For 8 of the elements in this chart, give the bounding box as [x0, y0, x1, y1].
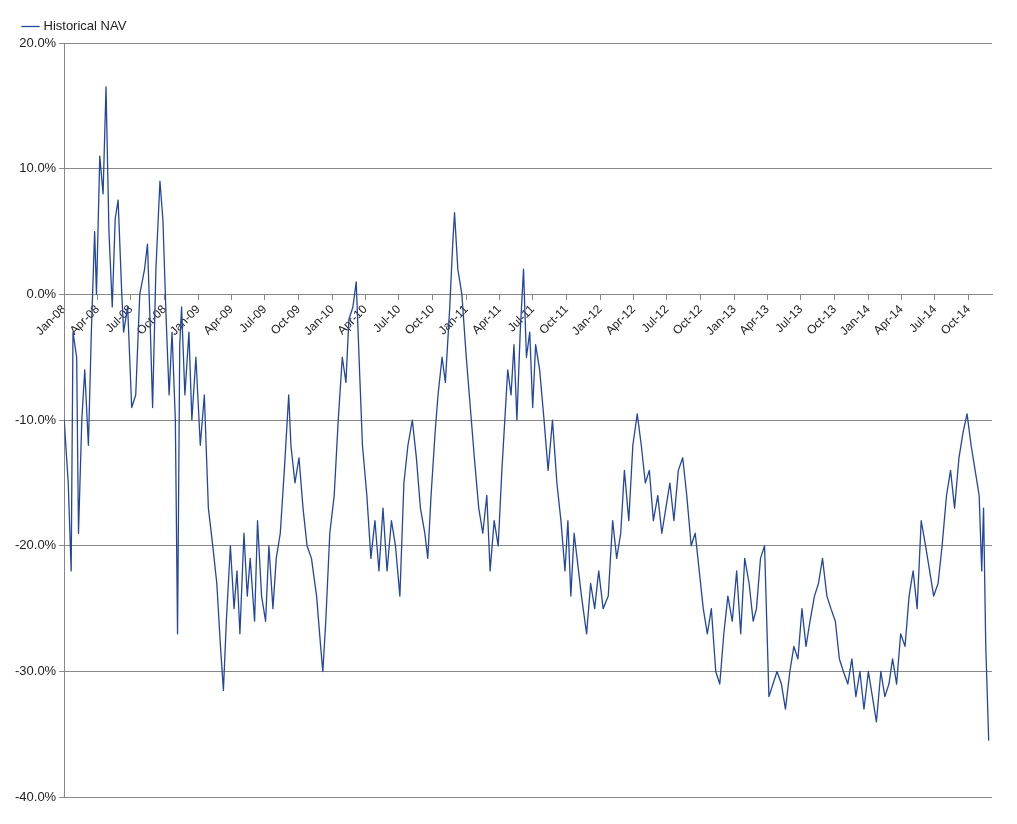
y-tick-label: -10.0%: [14, 411, 57, 427]
y-tick-label: -20.0%: [14, 537, 57, 553]
y-tick-label: 10.0%: [19, 160, 57, 176]
legend-label: Historical NAV: [43, 18, 127, 34]
y-tick-label: 20.0%: [19, 34, 57, 50]
y-tick-label: -30.0%: [14, 663, 57, 679]
y-tick-label: 0.0%: [26, 285, 57, 301]
y-tick-label: -40.0%: [14, 788, 57, 804]
